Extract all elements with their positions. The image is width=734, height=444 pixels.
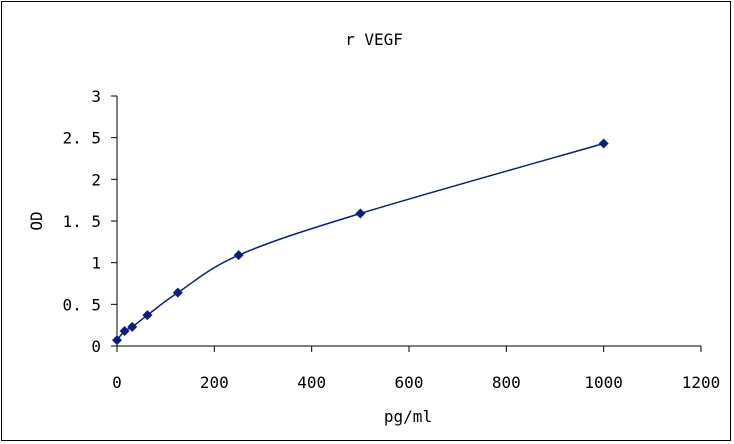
- x-tick-label: 800: [492, 373, 521, 392]
- x-axis-title: pg/ml: [384, 407, 432, 426]
- x-tick-label: 600: [395, 373, 424, 392]
- data-point-marker: [112, 335, 122, 346]
- x-tick-label: 1200: [682, 373, 721, 392]
- x-tick-label: 400: [297, 373, 326, 392]
- x-tick-label: 0: [112, 373, 122, 392]
- data-point-marker: [142, 310, 153, 321]
- y-tick-label: 1. 5: [62, 212, 101, 231]
- data-point-marker: [119, 326, 130, 336]
- y-axis-title: OD: [27, 211, 46, 230]
- y-tick-label: 1: [91, 254, 101, 273]
- y-tick-label: 3: [91, 87, 101, 106]
- data-point-marker: [355, 208, 366, 219]
- y-tick-label: 0. 5: [62, 295, 101, 314]
- data-point-marker: [598, 138, 609, 149]
- x-axis: 0 200 400 600 800 1000 1200: [112, 345, 721, 392]
- y-axis: 0 0. 5 1 1. 5 2 2. 5 3: [62, 87, 118, 356]
- y-tick-label: 2: [91, 170, 101, 189]
- series-line: [116, 142, 604, 341]
- data-point-marker: [233, 250, 244, 261]
- x-tick-label: 200: [200, 373, 229, 392]
- y-tick-label: 2. 5: [62, 129, 101, 148]
- data-point-marker: [127, 321, 138, 332]
- data-point-marker: [172, 287, 183, 298]
- plot-area: [112, 138, 609, 346]
- x-tick-label: 1000: [584, 373, 623, 392]
- chart-title: r VEGF: [345, 30, 403, 49]
- y-tick-label: 0: [91, 337, 101, 356]
